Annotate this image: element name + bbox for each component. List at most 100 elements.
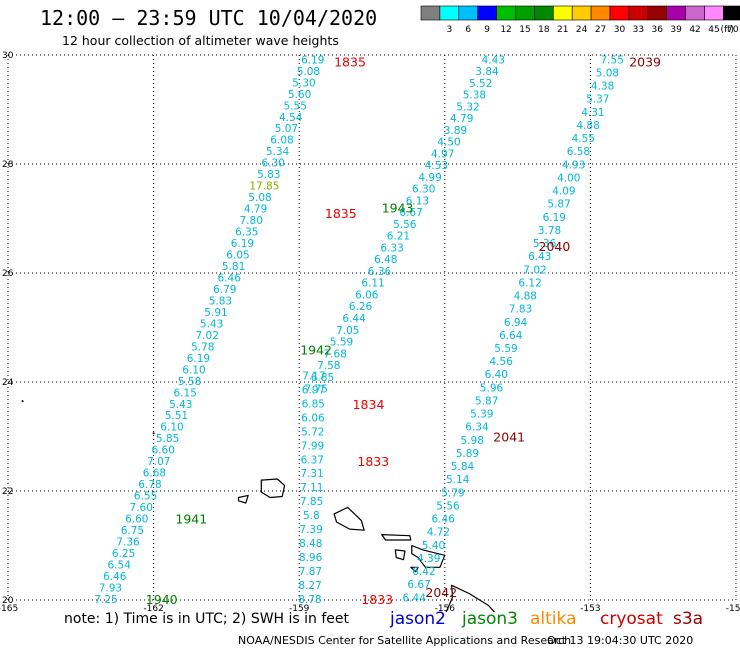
legend-jason2: jason2 (390, 609, 446, 629)
swh-label: 4.31 (581, 107, 604, 119)
swh-label: 4.50 (437, 137, 460, 149)
swh-label: 4.93 (562, 159, 585, 171)
legend-tick-label: 33 (633, 25, 644, 35)
hawaiian-islands (237, 478, 496, 612)
legend-jason3: jason3 (462, 609, 518, 629)
swh-label: 6.60 (152, 445, 175, 457)
swh-label: 4.88 (514, 291, 537, 303)
pass-time-label: 1833 (361, 592, 393, 607)
swh-label: 6.85 (302, 398, 325, 410)
legend-altika: altika (530, 609, 577, 629)
legend-tick-label: 36 (652, 25, 664, 35)
swh-label: 6.55 (134, 491, 157, 503)
swh-label: 5.87 (547, 199, 570, 211)
pass-time-label: 2039 (629, 55, 661, 70)
lon-tick-label: -162 (143, 604, 163, 612)
map-subtitle: 12 hour collection of altimeter wave hei… (62, 33, 339, 48)
swh-label: 6.06 (301, 412, 325, 424)
swh-label: 5.32 (456, 101, 479, 113)
swh-label: 4.09 (552, 186, 575, 198)
swh-label: 5.43 (200, 318, 223, 330)
swh-label: 7.31 (300, 468, 323, 480)
swh-label: 4.53 (425, 160, 448, 172)
swh-label: 5.85 (156, 433, 179, 445)
swh-label: 5.56 (393, 219, 417, 231)
axis-tick-labels: -165 -162 -159 -156 -153 -150 20 22 24 26 28 30 (0, 51, 740, 612)
lat-tick-label: 24 (2, 378, 14, 388)
swh-label: 6.79 (213, 284, 236, 296)
swh-label: 7.02 (196, 330, 219, 342)
lon-tick-label: -165 (0, 604, 18, 612)
swh-label: 8.27 (298, 580, 321, 592)
legend-unit: (ft) (720, 25, 734, 35)
generated-timestamp: Oct 13 19:04:30 UTC 2020 (547, 634, 694, 647)
swh-label: 6.30 (262, 158, 285, 170)
pass-time-label: 2042 (425, 585, 457, 600)
swh-label: 6.08 (270, 135, 293, 147)
swh-label: 7.11 (300, 482, 323, 494)
track-d: 7.555.084.385.374.314.884.556.584.934.00… (403, 54, 624, 604)
pass-time-label: 2041 (493, 430, 525, 445)
swh-label: 5.81 (222, 261, 245, 273)
pass-time-label: 1942 (300, 342, 332, 357)
swh-label: 6.75 (121, 525, 144, 537)
track-a: 6.195.085.305.605.554.545.076.085.346.30… (94, 54, 324, 606)
lat-tick-label: 26 (2, 269, 14, 279)
swh-label: 6.67 (407, 579, 430, 591)
swh-label: 7.05 (336, 325, 359, 337)
swh-label: 7.83 (509, 304, 532, 316)
lat-tick-label: 28 (2, 160, 14, 170)
swh-label: 7.58 (317, 360, 340, 372)
lon-tick-label: -156 (435, 604, 456, 612)
swh-label: 4.39 (417, 553, 440, 565)
pass-time-label: 2040 (539, 239, 571, 254)
graticule (7, 54, 737, 601)
legend-tick-label: 18 (538, 25, 550, 35)
swh-label: 4.97 (431, 148, 454, 160)
lon-tick-label: -153 (580, 604, 600, 612)
swh-label: 6.19 (301, 54, 324, 66)
legend-cryosat: cryosat (600, 609, 663, 629)
pass-time-label: 1941 (175, 511, 207, 526)
legend-s3a: s3a (673, 609, 704, 629)
swh-label: 4.00 (557, 172, 580, 184)
swh-label: 7.93 (99, 582, 122, 594)
swh-label: 6.43 (528, 251, 551, 263)
swh-label: 6.36 (368, 266, 392, 278)
swh-label: 6.85 (311, 372, 334, 384)
legend-tick-label: 30 (614, 25, 626, 35)
legend-tick-label: 3 (446, 25, 452, 35)
legend-tick-label: 39 (670, 25, 682, 35)
swh-label: 6.35 (235, 227, 258, 239)
legend-swatch (723, 5, 740, 21)
map-dot (21, 400, 24, 403)
swh-label: 5.87 (475, 396, 498, 408)
pass-time-label: 1834 (353, 397, 385, 412)
legend-tick-label: 12 (500, 25, 511, 35)
legend-tick-label: 15 (519, 25, 530, 35)
swh-label: 5.78 (191, 341, 214, 353)
swh-label: 5.07 (275, 123, 298, 135)
swh-label: 6.44 (403, 592, 427, 604)
lat-tick-label: 30 (2, 51, 14, 61)
swh-label: 7.17 (302, 371, 325, 383)
island-kahoolawe (410, 566, 419, 573)
swh-label: 7.55 (601, 54, 624, 66)
track-c: 7.176.97 6.85 6.06 5.72 7.99 6.37 7.31 7.11 7.85… (298, 371, 325, 606)
swh-label: 6.64 (499, 330, 523, 342)
swh-label: 5.34 (266, 146, 290, 158)
swh-label: 3.78 (538, 225, 561, 237)
pass-time-label: 1833 (357, 454, 389, 469)
swh-label: 7.87 (299, 566, 322, 578)
swh-label: 5.59 (494, 343, 517, 355)
map-dot (152, 432, 155, 435)
swh-label: 6.19 (187, 353, 210, 365)
lat-tick-label: 20 (2, 596, 14, 606)
swh-label: 4.72 (427, 527, 450, 539)
swh-label: 6.46 (218, 273, 242, 285)
swh-label: 5.72 (301, 426, 324, 438)
swh-label: 7.39 (299, 524, 322, 536)
swh-label: 5.98 (461, 435, 484, 447)
legend-tick-label: 6 (465, 25, 471, 35)
island-oahu (333, 506, 365, 531)
